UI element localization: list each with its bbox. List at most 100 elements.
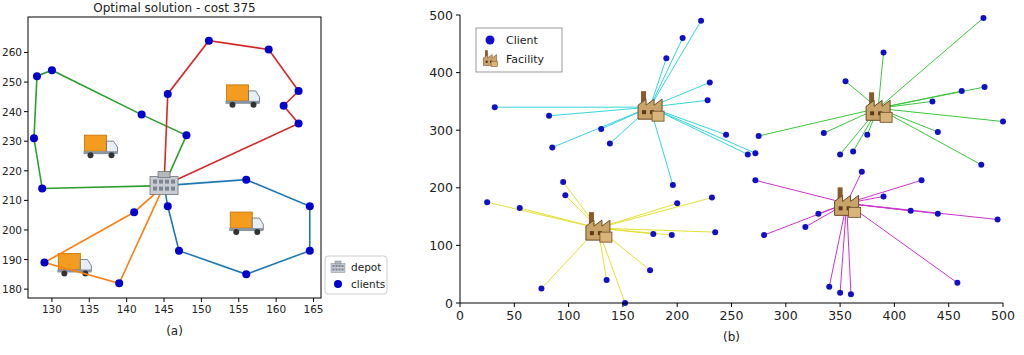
y-tick xyxy=(24,229,28,230)
y-axis xyxy=(460,15,461,303)
depot-icon xyxy=(331,261,345,273)
client xyxy=(598,126,604,132)
client xyxy=(38,185,46,193)
facility-annex xyxy=(880,112,892,122)
assignment xyxy=(520,208,598,228)
truck-icon xyxy=(57,253,91,276)
y-tick xyxy=(24,52,28,53)
x-tick xyxy=(238,298,239,302)
y-tick xyxy=(24,200,28,201)
y-tick xyxy=(456,303,460,304)
client xyxy=(802,224,808,230)
legend-swatch xyxy=(486,36,495,45)
x-tick-label: 250 xyxy=(720,308,744,323)
truck-box xyxy=(227,85,249,101)
client xyxy=(650,231,656,237)
assignment xyxy=(840,203,847,292)
client xyxy=(205,37,213,45)
x-tick xyxy=(201,298,202,302)
y-tick xyxy=(456,187,460,188)
truck-box xyxy=(85,135,107,151)
client xyxy=(709,195,715,201)
x-tick xyxy=(840,303,841,307)
depot-window xyxy=(171,187,175,191)
client xyxy=(843,78,849,84)
depot-top xyxy=(335,261,341,264)
facility-icon xyxy=(638,91,664,121)
client xyxy=(175,247,183,255)
client xyxy=(669,232,675,238)
x-tick-label: 160 xyxy=(266,303,286,315)
client xyxy=(30,134,38,142)
x-tick-label: 165 xyxy=(304,303,324,315)
client xyxy=(560,179,566,185)
client xyxy=(954,280,960,286)
legend-box xyxy=(325,256,387,294)
route xyxy=(164,41,299,186)
client xyxy=(115,279,123,287)
client xyxy=(164,90,172,98)
assignment xyxy=(878,52,883,108)
client xyxy=(698,18,704,24)
assignment xyxy=(650,107,726,135)
depot-window xyxy=(339,265,341,267)
client xyxy=(707,79,713,85)
route xyxy=(34,70,186,188)
y-tick-label: 210 xyxy=(2,194,22,206)
x-tick xyxy=(785,303,786,307)
x-tick-label: 135 xyxy=(79,303,99,315)
client xyxy=(306,202,314,210)
assignment xyxy=(610,107,650,143)
client xyxy=(1000,119,1006,125)
route xyxy=(164,180,310,275)
truck-wheel xyxy=(61,270,67,276)
client xyxy=(164,202,172,210)
truck-box xyxy=(230,212,252,228)
x-tick-label: 0 xyxy=(456,308,464,323)
assignment xyxy=(878,108,1003,121)
panel-a: Optimal solution - cost 3751301351401451… xyxy=(2,1,387,338)
client xyxy=(995,216,1001,222)
client xyxy=(680,35,686,41)
client xyxy=(881,49,887,55)
client xyxy=(826,284,832,290)
assignment xyxy=(650,38,683,107)
y-tick xyxy=(24,170,28,171)
client xyxy=(40,259,48,267)
x-tick-label: 140 xyxy=(117,303,137,315)
facility-annex xyxy=(849,207,861,217)
x-tick xyxy=(677,303,678,307)
x-tick-label: 200 xyxy=(665,308,689,323)
x-tick-label: 155 xyxy=(229,303,249,315)
depot-window xyxy=(336,269,338,271)
assignment xyxy=(650,21,701,107)
depot-window xyxy=(159,180,163,184)
assignment xyxy=(650,107,673,185)
x-tick xyxy=(568,303,569,307)
truck-icon xyxy=(226,85,260,108)
client xyxy=(670,182,676,188)
x-tick xyxy=(276,298,277,302)
title: Optimal solution - cost 375 xyxy=(93,1,255,15)
depot-body xyxy=(150,177,178,195)
panel-b: 0501001502002503003504004505000100200300… xyxy=(429,8,1015,345)
client xyxy=(821,130,827,136)
y-tick-label: 220 xyxy=(2,165,22,177)
client xyxy=(182,131,190,139)
client xyxy=(978,162,984,168)
client xyxy=(705,97,711,103)
client xyxy=(980,15,986,21)
assignment xyxy=(840,108,878,154)
y-tick xyxy=(24,259,28,260)
depot-window xyxy=(159,187,163,191)
client xyxy=(815,211,821,217)
depot-window xyxy=(342,265,344,267)
client xyxy=(848,291,854,297)
y-tick-label: 260 xyxy=(2,46,22,58)
route xyxy=(44,186,164,284)
client xyxy=(881,193,887,199)
x-tick-label: 50 xyxy=(506,308,522,323)
y-tick xyxy=(24,111,28,112)
depot-window xyxy=(153,180,157,184)
x-tick xyxy=(126,298,127,302)
